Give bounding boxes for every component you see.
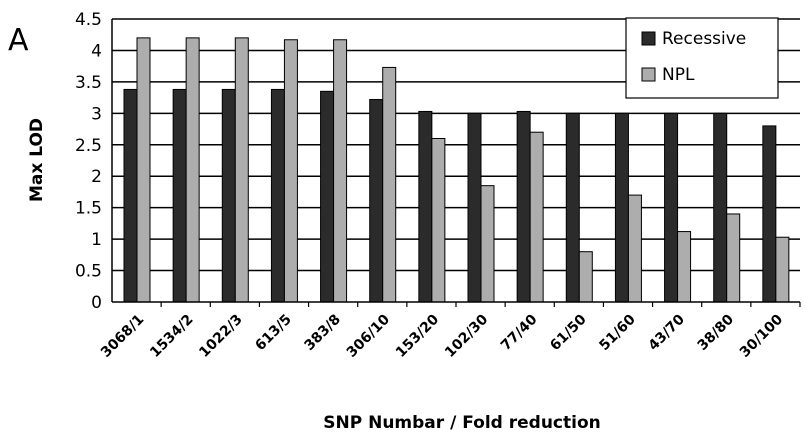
x-category-label: 306/10	[344, 311, 394, 361]
y-tick-label: 1.5	[75, 199, 102, 219]
bar-npl-102-30	[480, 185, 495, 303]
x-category-label: 383/8	[301, 312, 343, 354]
bar-npl-1534-2	[185, 37, 200, 303]
x-category-label: 153/20	[393, 311, 443, 361]
bar-recessive-61-50	[565, 112, 580, 303]
y-axis-title: Max LOD	[27, 118, 47, 202]
x-category-label: 1022/3	[196, 312, 245, 361]
x-category-labels: 3068/1 1534/2 1022/3 613/5 383/8 306/10 153/20…	[98, 311, 786, 361]
bar-npl-43-70	[677, 231, 692, 303]
bar-npl-61-50	[578, 251, 593, 303]
bar-npl-77-40	[529, 131, 544, 303]
y-tick-label: 1	[91, 230, 102, 250]
legend-swatch-recessive	[641, 31, 656, 46]
bar-recessive-1022-3	[221, 88, 236, 303]
x-axis-title: SNP Numbar / Fold reduction	[323, 413, 600, 433]
bar-npl-3068-1	[136, 37, 151, 303]
bar-npl-30-100	[775, 236, 790, 303]
bar-recessive-102-30	[467, 112, 482, 303]
legend: Recessive NPL	[625, 17, 779, 99]
bar-recessive-153-20	[418, 110, 433, 303]
bar-recessive-43-70	[664, 112, 679, 303]
bar-npl-306-10	[382, 66, 397, 303]
y-tick-label: 3.5	[75, 73, 102, 93]
y-tick-label: 2	[91, 167, 102, 187]
bar-npl-38-80	[726, 213, 741, 303]
bar-recessive-3068-1	[123, 88, 138, 303]
x-category-label: 3068/1	[98, 312, 147, 361]
y-tick-label: 0	[91, 293, 102, 313]
bar-recessive-51-60	[614, 112, 629, 303]
bar-recessive-613-5	[270, 88, 285, 303]
y-tick-label: 4.5	[75, 10, 102, 30]
bar-recessive-306-10	[369, 98, 384, 303]
bar-npl-613-5	[283, 39, 298, 303]
bar-recessive-30-100	[762, 125, 777, 303]
legend-label-recessive: Recessive	[662, 29, 746, 49]
bar-npl-383-8	[333, 39, 348, 303]
bar-recessive-383-8	[320, 90, 335, 303]
x-category-label: 1534/2	[147, 312, 196, 361]
bar-npl-51-60	[627, 194, 642, 303]
legend-box	[625, 17, 779, 99]
y-tick-label: 0.5	[75, 262, 102, 282]
bar-recessive-77-40	[516, 110, 531, 303]
x-category-label: 30/100	[737, 311, 787, 361]
x-category-label: 51/60	[596, 311, 639, 354]
y-tick-label: 3	[91, 104, 102, 124]
bar-recessive-38-80	[713, 112, 728, 303]
bars	[123, 37, 790, 303]
x-category-label: 613/5	[252, 312, 294, 354]
x-category-label: 43/70	[645, 311, 688, 354]
legend-swatch-npl	[641, 67, 656, 82]
bar-npl-153-20	[431, 137, 446, 303]
y-tick-label: 2.5	[75, 136, 102, 156]
y-tick-label: 4	[91, 41, 102, 61]
x-category-label: 77/40	[498, 311, 541, 354]
bar-npl-1022-3	[234, 37, 249, 303]
x-category-label: 61/50	[547, 311, 590, 354]
y-tick-labels: 0 0.5 1 1.5 2 2.5 3 3.5 4 4.5	[75, 10, 102, 313]
panel-label: A	[8, 23, 29, 58]
legend-label-npl: NPL	[662, 65, 695, 85]
x-category-label: 102/30	[442, 311, 492, 361]
axes	[111, 19, 801, 307]
bar-recessive-1534-2	[172, 88, 187, 303]
x-category-label: 38/80	[695, 311, 738, 354]
